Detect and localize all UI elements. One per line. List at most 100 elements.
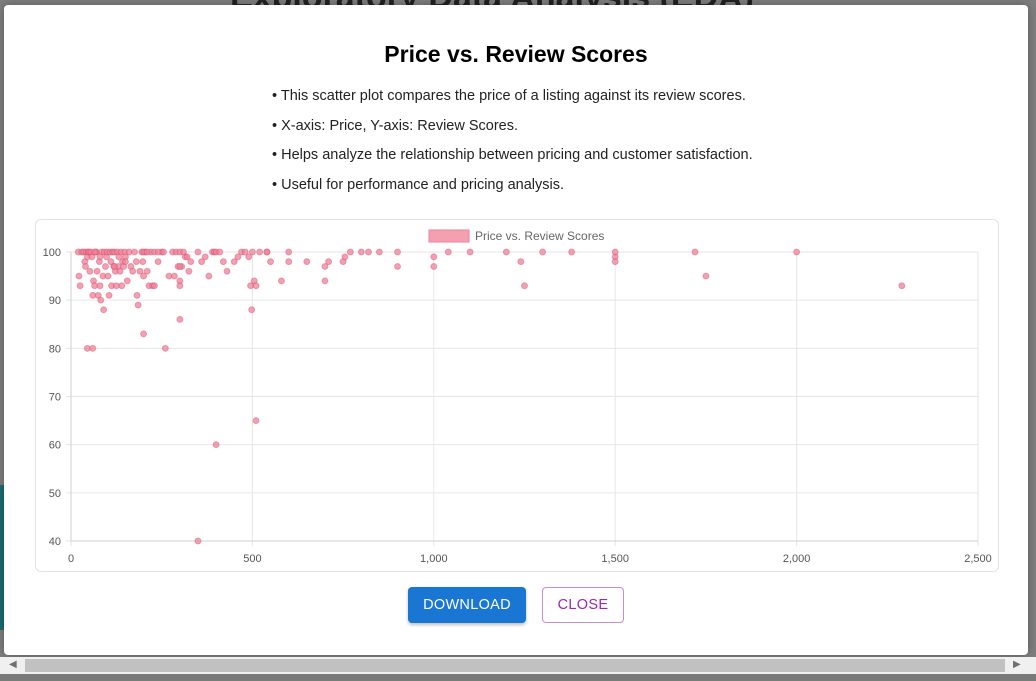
scatter-point [346,248,354,256]
download-button[interactable]: DOWNLOAD [408,587,526,623]
y-tick-label: 100 [43,247,61,259]
scatter-point [793,248,801,256]
description-item: • X-axis: Price, Y-axis: Review Scores. [272,117,519,134]
scatter-point [341,253,349,261]
scatter-point [521,282,528,290]
scatter-point [252,417,260,425]
scatter-point [185,267,193,275]
scatter-point [104,272,112,280]
scroll-right-icon[interactable]: ▶ [1013,659,1021,670]
scatter-point [118,282,126,290]
scatter-point [517,258,525,266]
scatter-point [161,344,169,352]
y-tick-label: 90 [49,295,61,307]
scatter-point [143,267,151,275]
scatter-point [96,282,104,290]
legend-swatch [428,229,470,243]
scatter-point [430,253,438,261]
scatter-point [140,272,148,280]
scatter-point [198,258,206,266]
page-bottom-strip [0,674,1036,681]
x-tick-label: 1,000 [420,553,448,565]
scatter-point [136,267,144,275]
scatter-point [94,291,102,299]
scatter-point [357,248,365,256]
scatter-point [241,248,249,256]
background-panel-edge [0,485,4,630]
scatter-point [702,272,710,280]
scatter-point [140,330,148,338]
scroll-left-icon[interactable]: ◀ [9,659,17,670]
close-button[interactable]: CLOSE [542,587,624,623]
scatter-point [364,248,372,256]
scatter-point [129,267,137,275]
scatter-point [285,258,293,266]
y-tick-label: 70 [49,392,61,404]
y-tick-label: 60 [49,440,61,452]
scatter-point [394,262,402,270]
scatter-point [139,258,147,266]
description-item: • Helps analyze the relationship between… [272,147,753,163]
scatter-point [321,262,329,270]
y-tick-label: 80 [49,343,61,355]
scatter-point [194,248,202,256]
scatter-point [611,248,619,256]
scatter-point [134,301,142,309]
scatter-point [223,267,231,275]
scatter-point [691,248,699,256]
x-tick-label: 1,500 [601,553,629,565]
scatter-point [466,248,474,256]
scatter-point [245,253,253,261]
scatter-point [150,282,158,290]
scatter-point [121,258,129,266]
chart-grid [66,251,979,546]
scatter-point [430,262,438,270]
scatter-point [88,253,96,261]
scatter-point [285,248,293,256]
scatter-point [216,248,224,256]
scatter-point [93,267,101,275]
scatter-point [248,306,256,314]
description-list: • This scatter plot compares the price o… [272,87,753,205]
scatter-point [219,258,227,266]
description-item: • Useful for performance and pricing ana… [272,176,564,193]
scatter-point [898,282,906,290]
scatter-point [176,282,184,290]
scatter-point [263,248,271,256]
scatter-point [212,441,220,449]
scatter-point [252,282,260,290]
scatter-point [97,296,105,304]
scrollbar-thumb[interactable] [25,659,1005,672]
scatter-point [143,248,151,256]
scatter-point [123,277,131,285]
scatter-point [394,248,402,256]
scatter-point [101,262,109,270]
dialog-title: Price vs. Review Scores [384,41,648,67]
scatter-point [170,272,178,280]
scatter-point [91,248,99,256]
scatter-point [183,253,191,261]
scatter-point [194,537,202,545]
scatter-point [201,253,209,261]
chart-ticks: 40 50 60 70 80 90 100 0 500 1,000 1,500 2,000 2,500 [43,247,992,565]
scatter-point [321,277,329,285]
x-tick-label: 0 [68,553,74,565]
scatter-point [267,258,275,266]
scatter-point [234,253,242,261]
scatter-point [86,267,94,275]
x-tick-label: 500 [243,553,261,565]
scatter-point [154,258,162,266]
scatter-point [256,248,264,256]
scatter-point [230,258,238,266]
horizontal-scrollbar[interactable]: ◀ ▶ [0,657,1036,674]
scatter-point [375,248,383,256]
scatter-point [502,248,510,256]
scatter-point [277,277,285,285]
scatter-point [248,248,256,256]
x-tick-label: 2,500 [964,553,992,565]
scatter-point [111,262,119,270]
x-tick-label: 2,000 [783,553,811,565]
scatter-point [105,291,113,299]
scatter-point [76,282,84,290]
